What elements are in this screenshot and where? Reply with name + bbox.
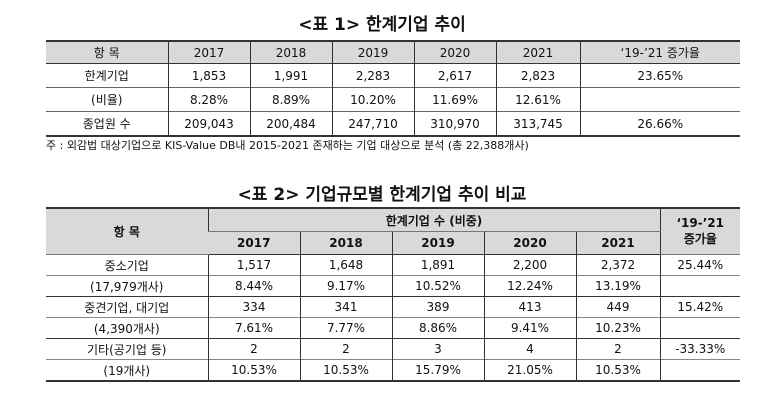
table2-share-cell: 8.86% bbox=[391, 317, 484, 339]
table2-count-cell: 2 bbox=[207, 338, 300, 360]
table-row: 한계기업 1,853 1,991 2,283 2,617 2,823 23.65… bbox=[46, 63, 740, 88]
table-row: 중소기업 1,517 1,648 1,891 2,200 2,372 25.44… bbox=[46, 254, 740, 276]
table2-count-cell: 3 bbox=[391, 338, 484, 360]
table1-cell: 12.61% bbox=[495, 87, 580, 112]
table1-cell: 1,991 bbox=[249, 63, 332, 88]
table2-group-sub: (17,979개사) bbox=[46, 275, 209, 297]
table2-count-cell: 2 bbox=[299, 338, 392, 360]
table1-header-2021: 2021 bbox=[495, 41, 580, 64]
table2-header-growth-line2: 증가율 bbox=[683, 232, 717, 246]
table-row: (4,390개사) 7.61% 7.77% 8.86% 9.41% 10.23% bbox=[46, 317, 740, 339]
table2-header-growth: ‘19-’21 증가율 bbox=[659, 208, 740, 255]
table2-count-cell: 1,648 bbox=[299, 254, 392, 276]
table2-header-item: 항 목 bbox=[46, 208, 208, 255]
table1-title: <표 1> 한계기업 추이 bbox=[298, 15, 466, 35]
table2-share-cell: 10.53% bbox=[299, 359, 392, 381]
table2-share-cell: 10.52% bbox=[391, 275, 484, 297]
table2-share-cell: 21.05% bbox=[483, 359, 576, 381]
table2-count-cell: 2,372 bbox=[575, 254, 660, 276]
table1-cell: 한계기업 bbox=[46, 63, 168, 88]
table1-header-item: 항 목 bbox=[46, 41, 168, 64]
table1-cell: 209,043 bbox=[167, 111, 250, 136]
table1-cell: 310,970 bbox=[413, 111, 496, 136]
table-row: (19개사) 10.53% 10.53% 15.79% 21.05% 10.53… bbox=[46, 359, 740, 381]
table1-header-growth: ‘19-’21 증가율 bbox=[579, 41, 740, 64]
table1-cell: 10.20% bbox=[331, 87, 414, 112]
table1-cell: 200,484 bbox=[249, 111, 332, 136]
table2-share-cell: 9.41% bbox=[483, 317, 576, 339]
table2-share-cell: 10.23% bbox=[575, 317, 660, 339]
table1-header-2020: 2020 bbox=[413, 41, 496, 64]
table2-growth-cell: 25.44% bbox=[659, 254, 740, 276]
table2-year-row: 2017 2018 2019 2020 2021 bbox=[46, 231, 740, 255]
table2-header-row: 항 목 한계기업 수 (비중) ‘19-’21 증가율 bbox=[46, 208, 740, 255]
table2-share-cell: 12.24% bbox=[483, 275, 576, 297]
table1-cell: (비율) bbox=[46, 87, 168, 112]
table-row: 기타(공기업 등) 2 2 3 4 2 -33.33% bbox=[46, 338, 740, 360]
table2-group-sub: (19개사) bbox=[46, 359, 209, 381]
table2-count-cell: 2,200 bbox=[483, 254, 576, 276]
table2-share-cell: 7.61% bbox=[207, 317, 300, 339]
table-row: (비율) 8.28% 8.89% 10.20% 11.69% 12.61% bbox=[46, 87, 740, 112]
table2-count-cell: 2 bbox=[575, 338, 660, 360]
table1: 항 목 2017 2018 2019 2020 2021 ‘19-’21 증가율… bbox=[46, 40, 740, 137]
table1-cell: 1,853 bbox=[167, 63, 250, 88]
table2-count-cell: 341 bbox=[299, 296, 392, 318]
table2-group-sub: (4,390개사) bbox=[46, 317, 209, 339]
table1-cell bbox=[579, 87, 740, 112]
table2-group-name: 중소기업 bbox=[46, 254, 209, 276]
table2-share-cell: 13.19% bbox=[575, 275, 660, 297]
table2-share-cell: 10.53% bbox=[207, 359, 300, 381]
table1-header-2018: 2018 bbox=[249, 41, 332, 64]
table2: 항 목 한계기업 수 (비중) ‘19-’21 증가율 2017 2018 20… bbox=[46, 207, 740, 382]
table1-cell: 8.89% bbox=[249, 87, 332, 112]
table1-cell: 23.65% bbox=[579, 63, 740, 88]
table2-header-2018: 2018 bbox=[299, 231, 392, 255]
table1-cell: 종업원 수 bbox=[46, 111, 168, 136]
table1-header-2017: 2017 bbox=[167, 41, 250, 64]
table1-cell: 2,283 bbox=[331, 63, 414, 88]
table2-empty-cell bbox=[659, 359, 740, 381]
table1-header-2019: 2019 bbox=[331, 41, 414, 64]
table2-growth-cell: 15.42% bbox=[659, 296, 740, 318]
table1-footnote: 주 : 외감법 대상기업으로 KIS-Value DB내 2015-2021 존… bbox=[46, 139, 529, 152]
table2-header-growth-line1: ‘19-’21 bbox=[676, 216, 725, 230]
table2-count-cell: 1,517 bbox=[207, 254, 300, 276]
table2-empty-cell bbox=[659, 275, 740, 297]
table-row: 중견기업, 대기업 334 341 389 413 449 15.42% bbox=[46, 296, 740, 318]
table2-empty-cell bbox=[659, 317, 740, 339]
table1-cell: 8.28% bbox=[167, 87, 250, 112]
table2-header-2021: 2021 bbox=[575, 231, 660, 255]
table2-header-2017: 2017 bbox=[208, 231, 300, 255]
table2-count-cell: 334 bbox=[207, 296, 300, 318]
table1-cell: 11.69% bbox=[413, 87, 496, 112]
table2-share-cell: 7.77% bbox=[299, 317, 392, 339]
table1-cell: 26.66% bbox=[579, 111, 740, 136]
table1-header-row: 항 목 2017 2018 2019 2020 2021 ‘19-’21 증가율 bbox=[46, 41, 740, 64]
table1-cell: 313,745 bbox=[495, 111, 580, 136]
table2-share-cell: 15.79% bbox=[391, 359, 484, 381]
table2-count-cell: 1,891 bbox=[391, 254, 484, 276]
table2-header-2020: 2020 bbox=[483, 231, 576, 255]
table1-cell: 2,823 bbox=[495, 63, 580, 88]
table2-share-cell: 9.17% bbox=[299, 275, 392, 297]
table1-cell: 247,710 bbox=[331, 111, 414, 136]
table2-group-name: 중견기업, 대기업 bbox=[46, 296, 209, 318]
table2-group-name: 기타(공기업 등) bbox=[46, 338, 209, 360]
table2-count-cell: 413 bbox=[483, 296, 576, 318]
table2-header-2019: 2019 bbox=[391, 231, 484, 255]
table2-count-cell: 389 bbox=[391, 296, 484, 318]
table2-title: <표 2> 기업규모별 한계기업 추이 비교 bbox=[237, 185, 527, 205]
table2-header-group: 한계기업 수 (비중) bbox=[207, 208, 660, 232]
table2-growth-cell: -33.33% bbox=[659, 338, 740, 360]
table1-cell: 2,617 bbox=[413, 63, 496, 88]
table-row: (17,979개사) 8.44% 9.17% 10.52% 12.24% 13.… bbox=[46, 275, 740, 297]
table2-share-cell: 10.53% bbox=[575, 359, 660, 381]
table2-count-cell: 4 bbox=[483, 338, 576, 360]
table2-count-cell: 449 bbox=[575, 296, 660, 318]
table2-share-cell: 8.44% bbox=[207, 275, 300, 297]
table-row: 종업원 수 209,043 200,484 247,710 310,970 31… bbox=[46, 111, 740, 136]
